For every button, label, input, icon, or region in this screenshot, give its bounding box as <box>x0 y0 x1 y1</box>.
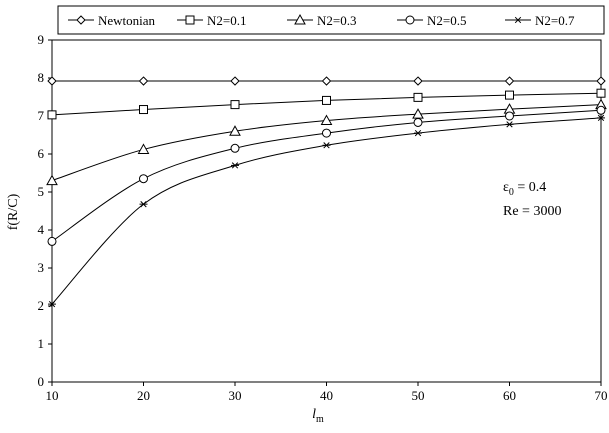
data-point <box>230 100 240 110</box>
legend-item: Newtonian <box>68 13 156 28</box>
y-tick-label: 6 <box>38 146 45 161</box>
y-axis-label: f(R/C) <box>6 193 21 230</box>
data-point <box>414 129 422 137</box>
data-point <box>413 92 423 102</box>
data-point <box>230 143 240 153</box>
legend-marker <box>185 15 195 25</box>
data-point <box>229 125 241 136</box>
annotation-epsilon: ε0 = 0.4 <box>503 180 546 198</box>
data-point <box>322 142 331 149</box>
x-tick-label: 30 <box>229 388 242 403</box>
y-tick-label: 0 <box>38 374 45 389</box>
legend-marker <box>76 15 86 25</box>
x-tick-label: 10 <box>46 388 59 403</box>
data-point <box>47 236 57 246</box>
data-point <box>139 201 148 208</box>
data-point <box>505 121 514 128</box>
x-tick-label: 70 <box>595 388 608 403</box>
y-tick-label: 8 <box>38 70 45 85</box>
data-point <box>322 95 331 105</box>
legend-item: N2=0.5 <box>397 13 466 28</box>
data-point <box>504 76 515 86</box>
legend-item: N2=0.3 <box>287 13 356 28</box>
data-point <box>413 76 423 86</box>
legend-label: N2=0.1 <box>207 13 246 28</box>
y-tick-label: 7 <box>38 108 45 123</box>
legend-item: N2=0.7 <box>505 13 575 28</box>
y-tick-label: 3 <box>38 260 45 275</box>
data-point <box>505 111 514 121</box>
legend-label: N2=0.3 <box>317 13 356 28</box>
legend-marker <box>294 13 306 25</box>
series-4 <box>48 114 605 308</box>
data-point <box>139 105 148 115</box>
data-point <box>47 76 57 86</box>
series-1 <box>47 88 606 120</box>
data-point <box>137 143 150 154</box>
data-point <box>321 76 332 86</box>
data-point <box>230 76 240 86</box>
legend-label: Newtonian <box>98 13 156 28</box>
data-point <box>413 117 423 127</box>
y-tick-label: 1 <box>38 336 45 351</box>
y-tick-label: 9 <box>38 32 45 47</box>
x-tick-label: 50 <box>412 388 425 403</box>
x-tick-label: 60 <box>503 388 516 403</box>
series-lines <box>46 76 607 308</box>
x-axis-label: lm <box>312 407 324 425</box>
data-point <box>231 162 239 169</box>
data-point <box>48 300 56 308</box>
data-point <box>138 76 149 86</box>
legend-marker <box>405 15 415 25</box>
data-point <box>596 105 606 115</box>
legend: Newtonian N2=0.1 N2=0.3 N2=0.5 N2=0.7 <box>68 13 575 28</box>
legend-marker <box>514 16 522 24</box>
y-tick-label: 2 <box>38 298 45 313</box>
legend-label: N2=0.5 <box>427 13 466 28</box>
data-point <box>46 174 58 186</box>
data-point <box>320 114 333 126</box>
series-2 <box>46 98 607 186</box>
data-point <box>322 128 331 138</box>
x-tick-label: 40 <box>320 388 333 403</box>
data-point <box>596 88 606 98</box>
axis-ticks: 0 1 2 3 4 5 6 7 8 9 10 20 30 40 50 60 70 <box>38 32 608 403</box>
series-0 <box>47 76 606 86</box>
x-tick-label: 20 <box>137 388 150 403</box>
y-tick-label: 4 <box>38 222 45 237</box>
data-point <box>597 114 605 122</box>
data-point <box>139 174 148 184</box>
data-point <box>596 76 606 86</box>
series-3 <box>47 105 606 246</box>
legend-item: N2=0.1 <box>177 13 246 28</box>
y-tick-label: 5 <box>38 184 45 199</box>
legend-label: N2=0.7 <box>535 13 575 28</box>
data-point <box>505 90 514 100</box>
data-point <box>47 110 57 120</box>
annotation-reynolds: Re = 3000 <box>503 204 561 219</box>
